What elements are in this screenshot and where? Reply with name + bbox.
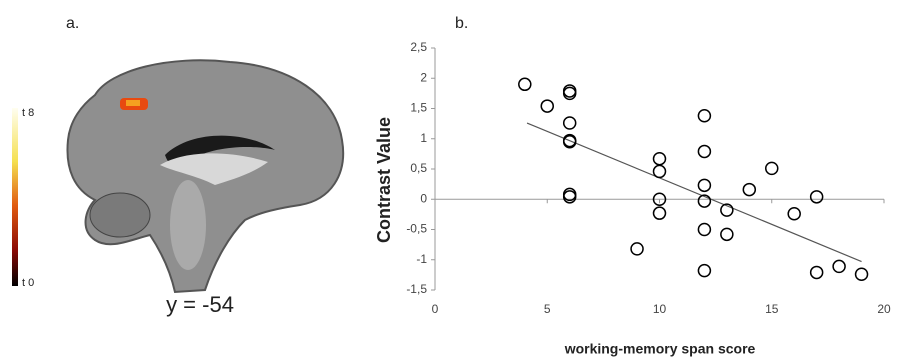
x-tick-label: 20 <box>877 302 891 316</box>
colorbar-max: t 8 <box>22 107 34 119</box>
slice-caption: y = -54 <box>166 292 234 317</box>
x-tick-label: 15 <box>765 302 779 316</box>
point <box>564 117 576 129</box>
point <box>698 110 710 122</box>
point <box>788 208 800 220</box>
figure: a. t 8 t 0 y = -54 b. Contrast Value wor… <box>0 0 897 359</box>
point <box>654 165 666 177</box>
colorbar-min: t 0 <box>22 277 34 289</box>
point <box>743 184 755 196</box>
y-tick-label: -0,5 <box>406 222 427 236</box>
y-axis-title: Contrast Value <box>374 117 394 243</box>
point <box>541 100 553 112</box>
y-tick-label: 2,5 <box>410 40 427 54</box>
point <box>519 78 531 90</box>
point <box>811 191 823 203</box>
point <box>631 243 643 255</box>
colorbar <box>12 108 18 286</box>
point <box>698 265 710 277</box>
y-tick-label: -1 <box>416 252 427 266</box>
brain-slice <box>67 60 343 292</box>
y-tick-label: 1,5 <box>410 101 427 115</box>
y-tick-label: 2 <box>420 70 427 84</box>
point <box>698 179 710 191</box>
point <box>833 260 845 272</box>
trendline <box>527 123 862 262</box>
y-tick-label: 0 <box>420 191 427 205</box>
point <box>654 153 666 165</box>
x-tick-label: 0 <box>432 302 439 316</box>
x-tick-label: 5 <box>544 302 551 316</box>
y-tick-label: 1 <box>420 131 427 145</box>
point <box>856 268 868 280</box>
y-tick-label: 0,5 <box>410 161 427 175</box>
x-tick-label: 10 <box>653 302 667 316</box>
x-axis-title: working-memory span score <box>564 341 756 357</box>
panel-label: b. <box>455 15 468 32</box>
panel-label: a. <box>66 15 79 32</box>
y-tick-label: -1,5 <box>406 282 427 296</box>
point <box>698 224 710 236</box>
point <box>698 145 710 157</box>
point <box>811 266 823 278</box>
point <box>766 162 778 174</box>
point <box>654 207 666 219</box>
point <box>721 228 733 240</box>
